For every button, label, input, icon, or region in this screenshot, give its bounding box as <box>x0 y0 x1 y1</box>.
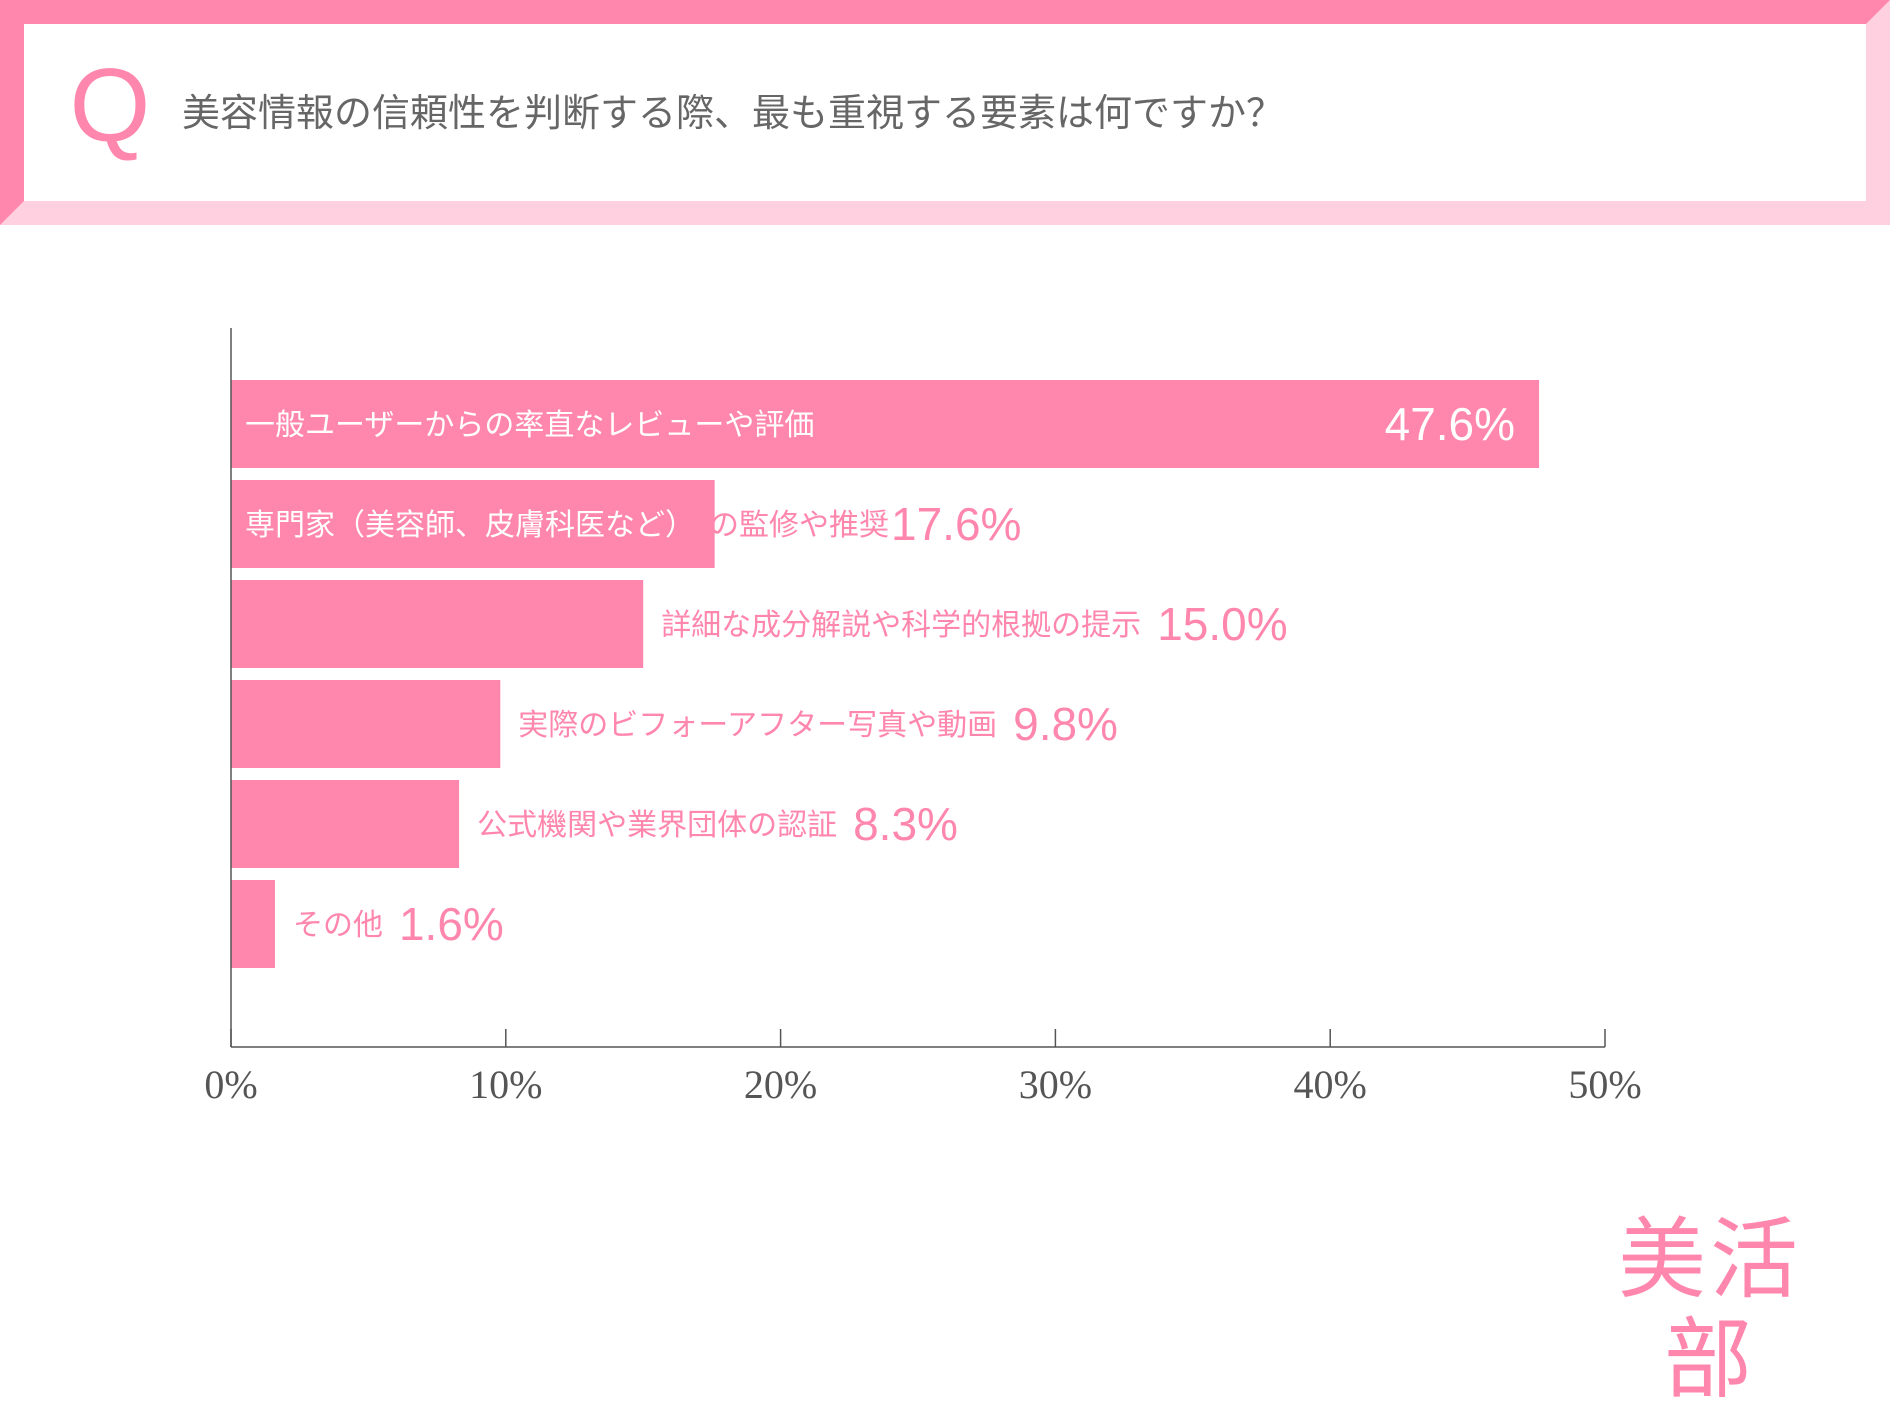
value-label: 47.6% <box>1385 398 1515 450</box>
value-label: 8.3% <box>853 798 958 850</box>
category-label: 実際のビフォーアフター写真や動画 <box>518 708 997 743</box>
x-tick-label: 40% <box>1294 1062 1367 1107</box>
header-corner-bottom-left <box>0 201 24 225</box>
x-tick-label: 10% <box>469 1062 542 1107</box>
question-mark-icon: Q <box>69 48 151 164</box>
value-label: 15.0% <box>1157 598 1287 650</box>
value-label: 9.8% <box>1013 698 1118 750</box>
question-text: 美容情報の信頼性を判断する際、最も重視する要素は何ですか？ <box>182 91 1285 135</box>
brand-logo: 美活部 <box>1617 1208 1802 1411</box>
category-label: 詳細な成分解説や科学的根拠の提示 <box>661 608 1141 643</box>
header-corner-top-right <box>1866 0 1890 24</box>
bar <box>231 580 644 668</box>
bar <box>231 780 460 868</box>
question-panel <box>24 24 1866 201</box>
category-label: 公式機関や業界団体の認証 <box>477 808 837 843</box>
x-tick-label: 50% <box>1568 1062 1641 1107</box>
bar <box>231 680 501 768</box>
bar-chart: 0% 10% 20% 30% 40% 50% 一般ユーザーからの率直なレビューや評価 47.6… <box>204 328 1642 1107</box>
bar <box>231 880 275 968</box>
x-tick-label: 0% <box>204 1062 257 1107</box>
header-border-left <box>0 0 24 205</box>
category-label: 一般ユーザーからの率直なレビューや評価 <box>245 408 814 443</box>
x-tick-label: 30% <box>1019 1062 1092 1107</box>
x-tick-label: 20% <box>744 1062 817 1107</box>
category-label: その他 <box>293 908 383 943</box>
header-border-bottom <box>0 201 1890 225</box>
value-label: 17.6% <box>891 498 1021 550</box>
value-label: 1.6% <box>399 898 504 950</box>
category-label: 専門家（美容師、皮膚科医など） の監修や推奨 <box>245 508 889 543</box>
bar <box>231 380 1540 468</box>
bar <box>231 480 715 568</box>
header-border-top <box>0 0 1890 24</box>
header-border-right <box>1866 0 1890 225</box>
